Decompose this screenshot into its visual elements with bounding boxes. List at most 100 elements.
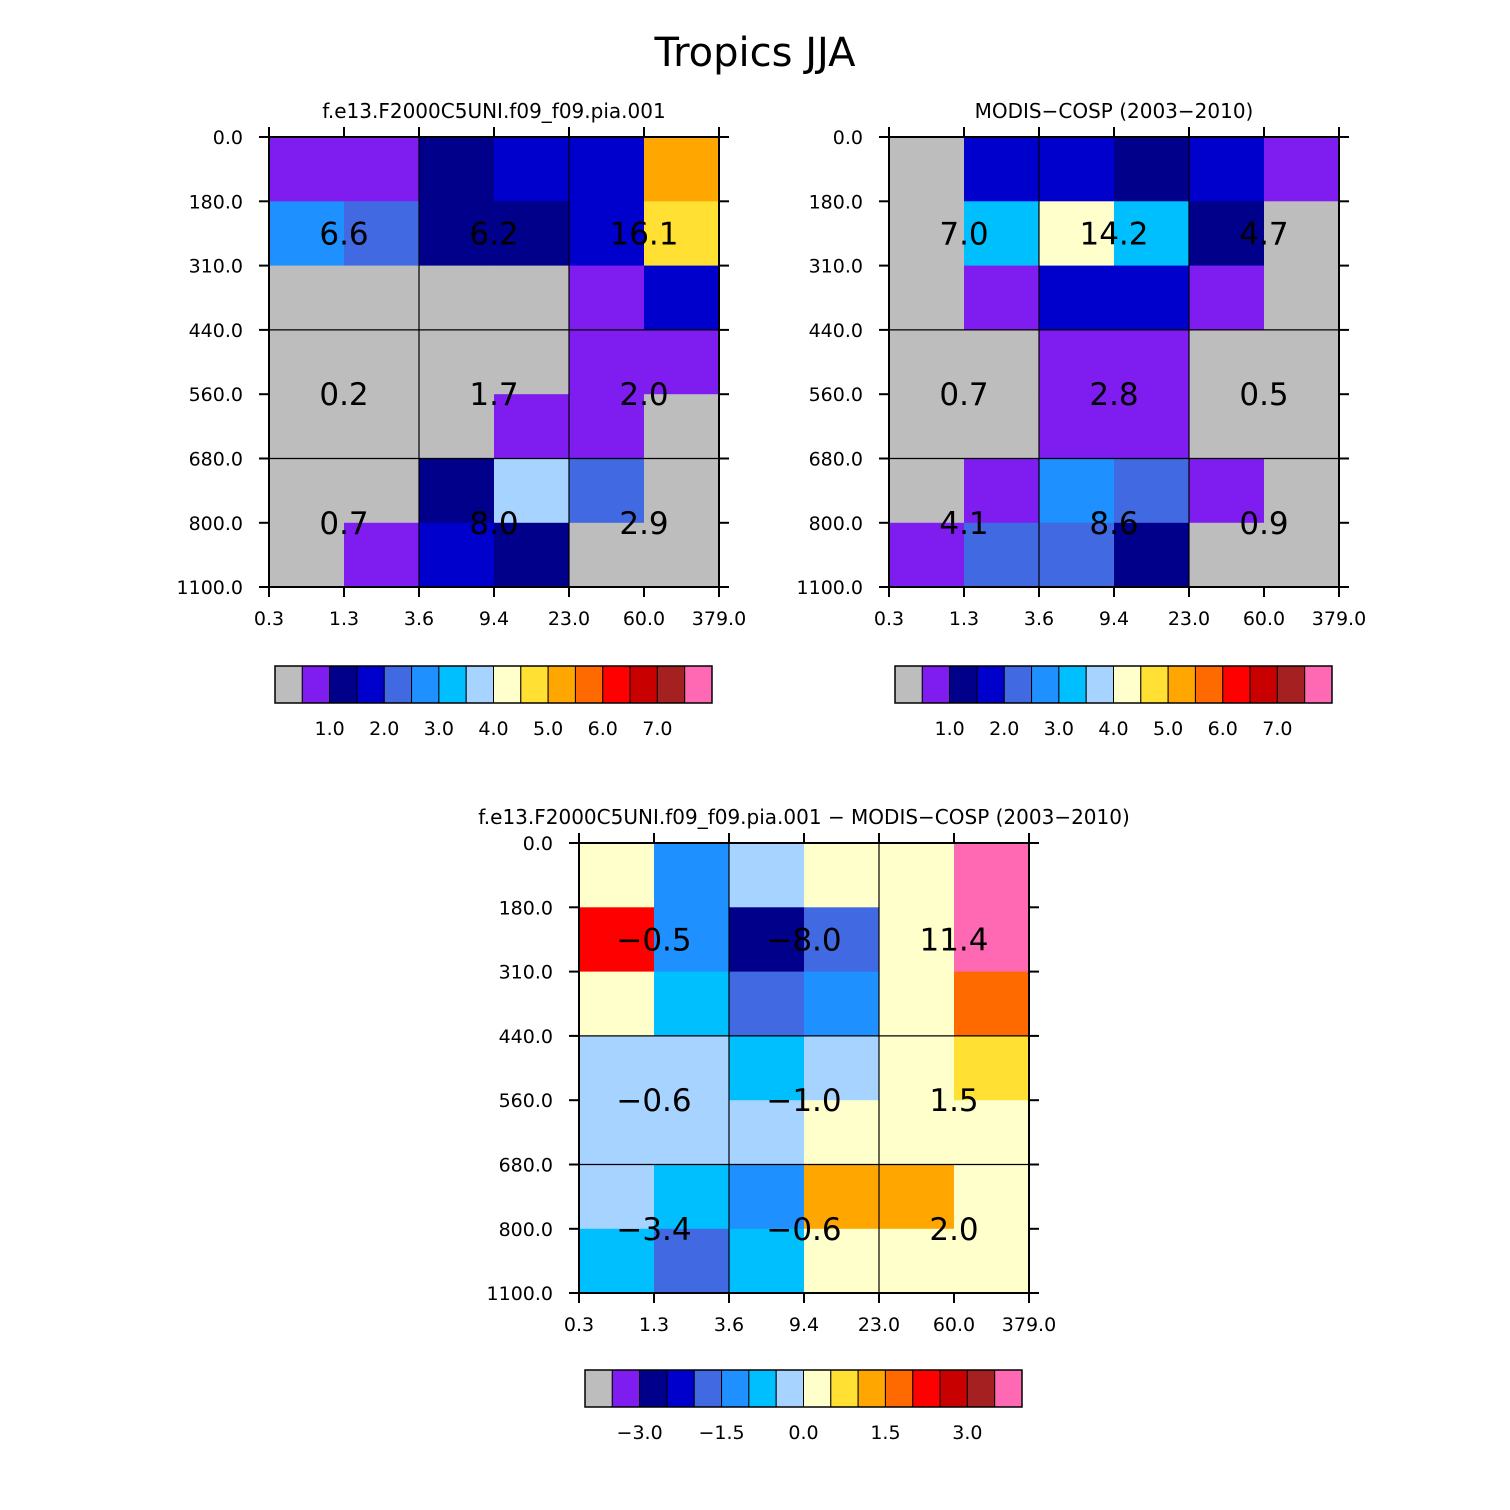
x-tick-label: 379.0 — [692, 608, 746, 630]
heatmap-cell — [1039, 201, 1115, 267]
colorbar-swatch — [602, 665, 631, 704]
block-value-label: 2.8 — [1089, 377, 1138, 413]
heatmap-cell — [269, 394, 345, 460]
heatmap-cell — [419, 394, 495, 460]
colorbar-swatch — [921, 665, 951, 704]
colorbar-label: 6.0 — [1208, 718, 1238, 740]
y-tick-label: 180.0 — [809, 191, 863, 213]
colorbar-label: 1.5 — [870, 1422, 900, 1444]
y-tick-label: 310.0 — [189, 256, 243, 278]
heatmap-cell — [889, 394, 965, 460]
block-value-label: −0.6 — [766, 1212, 841, 1248]
heatmap-cell — [654, 1100, 730, 1166]
block-value-label: 0.9 — [1239, 506, 1288, 542]
heatmap-cell — [1189, 137, 1265, 202]
colorbar-frame — [894, 665, 1333, 704]
colorbar-frame — [584, 1369, 1023, 1408]
heatmap-cell — [729, 907, 805, 973]
heatmap-cell — [344, 458, 420, 524]
heatmap-cell — [804, 1164, 880, 1230]
heatmap-cell — [579, 1228, 655, 1294]
heatmap-cell — [419, 522, 495, 588]
colorbar-swatch — [884, 1369, 914, 1408]
colorbar-label: 4.0 — [478, 718, 508, 740]
colorbar-swatch — [666, 1369, 695, 1408]
x-tick-label: 3.6 — [1024, 608, 1054, 630]
colorbar-swatch — [301, 665, 331, 704]
y-tick-label: 1100.0 — [487, 1283, 553, 1305]
heatmap-cell — [964, 394, 1040, 460]
heatmap-cell — [494, 458, 570, 524]
heatmap-cell — [1114, 265, 1190, 331]
x-tick-label: 0.3 — [254, 608, 284, 630]
heatmap-cell — [879, 1035, 955, 1101]
y-tick-label: 560.0 — [189, 384, 243, 406]
heatmap-cell — [729, 971, 805, 1037]
heatmap-cell — [804, 971, 880, 1037]
heatmap-cell — [879, 1164, 955, 1230]
panel-observation: MODIS−COSP (2003−2010) 7.0 14.2 4.7 0.7 2.8 0.… — [797, 99, 1367, 740]
heatmap-cell — [1189, 458, 1265, 524]
colorbar-swatch — [976, 665, 1005, 704]
heatmap-cell — [729, 1228, 805, 1294]
heatmap-cell — [654, 843, 730, 908]
heatmap-cell — [344, 522, 420, 588]
colorbar-swatch — [1140, 665, 1169, 704]
heatmap-cell — [1039, 137, 1115, 202]
heatmap-cell — [1039, 458, 1115, 524]
colorbar-frame — [274, 665, 713, 704]
x-tick-label: 23.0 — [1168, 608, 1210, 630]
heatmap-cell — [654, 971, 730, 1037]
heatmap-cell — [954, 1035, 1030, 1101]
colorbar-label: 5.0 — [1153, 718, 1183, 740]
y-tick-label: 680.0 — [499, 1155, 553, 1177]
y-tick-label: 680.0 — [809, 449, 863, 471]
colorbar-label: 2.0 — [989, 718, 1019, 740]
heatmap-cell — [419, 137, 495, 202]
colorbar-swatch — [775, 1369, 804, 1408]
heatmap-cell — [804, 843, 880, 908]
heatmap-cell — [804, 1035, 880, 1101]
colorbar-swatch — [748, 1369, 777, 1408]
colorbar-swatch — [1304, 665, 1333, 704]
heatmap-cell — [889, 329, 965, 395]
heatmap-cell — [1264, 201, 1340, 267]
y-tick-label: 1100.0 — [177, 577, 243, 599]
heatmap-cell — [1039, 265, 1115, 331]
heatmap-cell — [1189, 522, 1265, 588]
heatmap-cell — [569, 265, 645, 331]
colorbar-swatch — [438, 665, 467, 704]
y-tick-label: 310.0 — [499, 962, 553, 984]
block-value-label: 14.2 — [1079, 216, 1148, 252]
heatmap-cell — [879, 843, 955, 908]
heatmap-cell — [494, 522, 570, 588]
heatmap-cell — [344, 201, 420, 267]
y-tick-label: 800.0 — [189, 513, 243, 535]
heatmap-cell — [889, 458, 965, 524]
x-tick-label: 9.4 — [479, 608, 509, 630]
block-value-label: 0.7 — [319, 506, 368, 542]
colorbar-swatch — [274, 665, 303, 704]
heatmap-cell — [269, 265, 345, 331]
block-value-label: −1.0 — [766, 1083, 841, 1119]
heatmap-cell — [344, 329, 420, 395]
heatmap-cell — [804, 1100, 880, 1166]
heatmap-cell — [964, 137, 1040, 202]
colorbar-swatch — [994, 1369, 1023, 1408]
colorbar-label: 3.0 — [952, 1422, 982, 1444]
heatmap-cell — [879, 1228, 955, 1294]
heatmap-cell — [644, 329, 720, 395]
colorbar-swatch — [356, 665, 385, 704]
heatmap-cell — [954, 843, 1030, 908]
heatmap-cell — [269, 137, 345, 202]
heatmap-cell — [569, 329, 645, 395]
heatmap-cell — [804, 907, 880, 973]
heatmap-cell — [569, 458, 645, 524]
colorbar-label: 7.0 — [642, 718, 672, 740]
heatmap-cell — [569, 201, 645, 267]
heatmap-cell — [964, 329, 1040, 395]
colorbar-swatch — [693, 1369, 723, 1408]
heatmap-cell — [1264, 458, 1340, 524]
colorbar-swatch — [803, 1369, 832, 1408]
